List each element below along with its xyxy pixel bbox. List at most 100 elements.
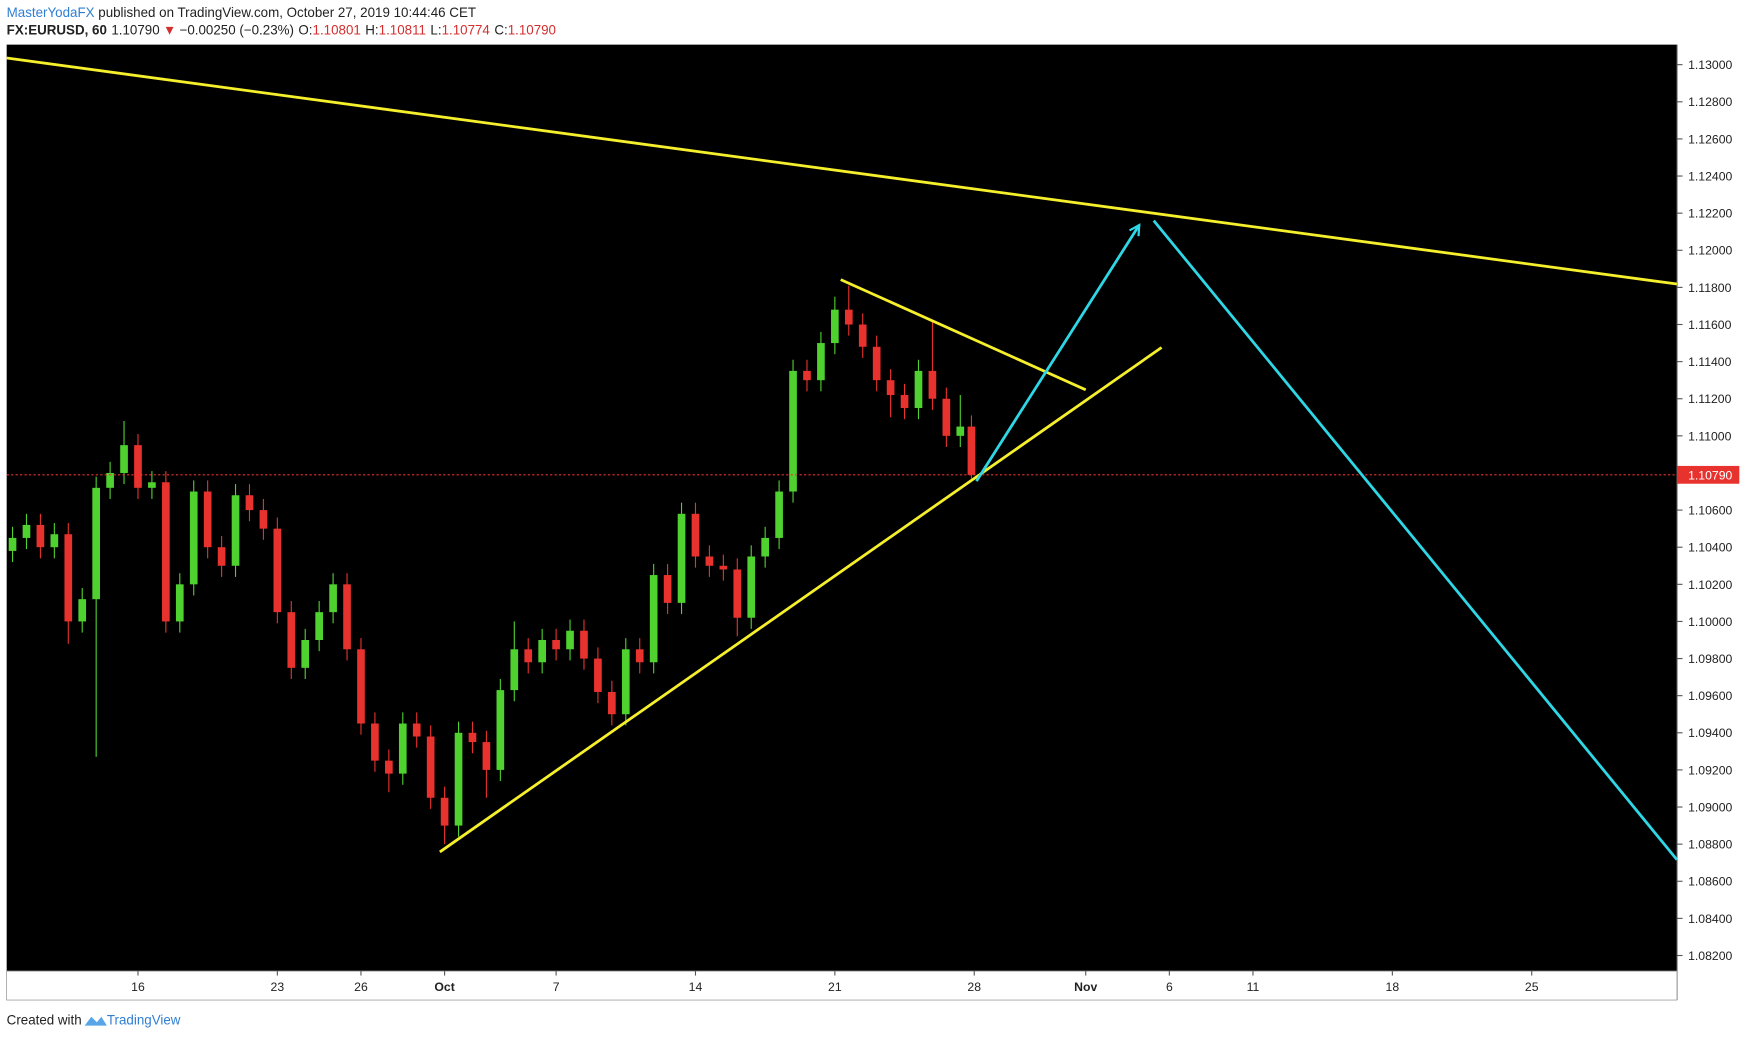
candle-body [315,612,323,641]
ohlc-label: C: [494,23,507,38]
candle-body [287,612,296,668]
x-tick-label: 21 [828,980,842,994]
candle-body [677,513,686,603]
candle-body [831,309,839,344]
candle-body [733,569,742,618]
x-tick-label: 28 [967,980,981,994]
author: MasterYodaFX [7,5,95,20]
trend-line [1152,219,1679,861]
y-tick-label: 1.12400 [1688,169,1732,183]
candle-body [50,534,59,548]
y-tick-label: 1.08400 [1688,912,1732,926]
x-tick-label: 7 [553,980,560,994]
y-tick-label: 1.10000 [1688,615,1732,629]
y-tick-label: 1.10200 [1688,578,1732,592]
candle-body [245,495,254,511]
candle-body [343,584,351,650]
candle-body [148,482,156,488]
y-tick-label: 1.10400 [1688,541,1732,555]
y-tick-label: 1.08800 [1688,838,1732,852]
candle-body [78,599,87,622]
tradingview-logo [84,1016,107,1026]
x-tick-label: 14 [689,980,703,994]
y-tick-label: 1.09200 [1688,763,1732,777]
candle-body [134,445,142,488]
footer-text: Created with [7,1013,82,1028]
candle-body [189,491,198,585]
ohlc-value: 1.10774 [442,23,491,38]
candle-body [357,649,365,724]
candle-body [691,513,700,557]
candle-body [914,370,923,409]
candle-body [440,797,449,826]
y-tick-label: 1.10600 [1688,504,1732,518]
candle-body [594,658,602,692]
header-line-2: FX:EURUSD, 60 1.10790 ▼ −0.00250 (−0.23%) O:… [7,23,556,38]
symbol: FX:EURUSD, 60 [7,23,107,38]
candle-body [844,309,853,325]
candle-body [942,398,951,436]
ohlc-label: H: [365,23,378,38]
candle-body [635,649,644,663]
candle-body [468,732,477,743]
x-tick-label: Oct [434,980,454,994]
ohlc-value: 1.10790 [508,23,556,38]
candle-body [496,690,505,770]
y-tick-label: 1.12800 [1688,95,1732,109]
candle-body [259,510,268,529]
change: −0.00250 (−0.23%) [180,23,294,38]
y-tick-label: 1.09000 [1688,800,1732,814]
candle-body [886,380,895,396]
candle-body [120,445,128,473]
ohlc-value: 1.10801 [313,23,361,38]
candle-body [92,487,100,600]
candle-body [524,649,533,663]
candle-body [538,640,546,663]
y-tick-label: 1.11800 [1688,281,1732,295]
candle-body [621,649,630,715]
direction: ▼ [163,23,176,38]
y-tick-label: 1.12200 [1688,207,1732,221]
candle-body [775,491,783,538]
header-line-1: MasterYodaFX published on TradingView.co… [7,5,476,20]
last-price-box [1676,465,1740,484]
candle-body [482,742,491,770]
candle-body [956,426,965,436]
candle-body [175,584,184,622]
candle-body [371,723,379,761]
y-tick-label: 1.09600 [1688,689,1732,703]
candle-body [8,537,17,551]
ohlc-label: L: [430,23,441,38]
candle-body [803,370,811,381]
x-tick-label: 26 [354,980,368,994]
trend-line [439,346,1163,854]
x-tick-label: 23 [271,980,285,994]
y-tick-label: 1.11000 [1688,429,1732,443]
candle-body [789,370,797,492]
candle-body [649,575,658,663]
x-tick-label: 25 [1525,980,1539,994]
candle-body [398,723,407,774]
candle-body [967,426,976,475]
candle-body [761,537,769,557]
time-axis [6,970,1678,1001]
x-tick-label: Nov [1074,980,1097,994]
y-tick-label: 1.11200 [1688,392,1732,406]
candle-body [872,346,881,381]
candle-body [705,556,714,566]
candle-body [663,575,672,603]
candle-body [747,556,756,618]
candle-body [231,495,240,566]
footer-brand[interactable]: TradingView [107,1013,181,1028]
y-tick-label: 1.12600 [1688,132,1732,146]
candle-body [817,343,825,381]
ohlc-label: O: [298,23,312,38]
candle-body [217,547,226,566]
candle-body [329,584,337,613]
y-tick-label: 1.11400 [1688,355,1732,369]
candle-body [426,736,435,798]
x-tick-label: 6 [1166,980,1173,994]
x-tick-label: 18 [1386,980,1400,994]
trend-line [6,56,1678,286]
